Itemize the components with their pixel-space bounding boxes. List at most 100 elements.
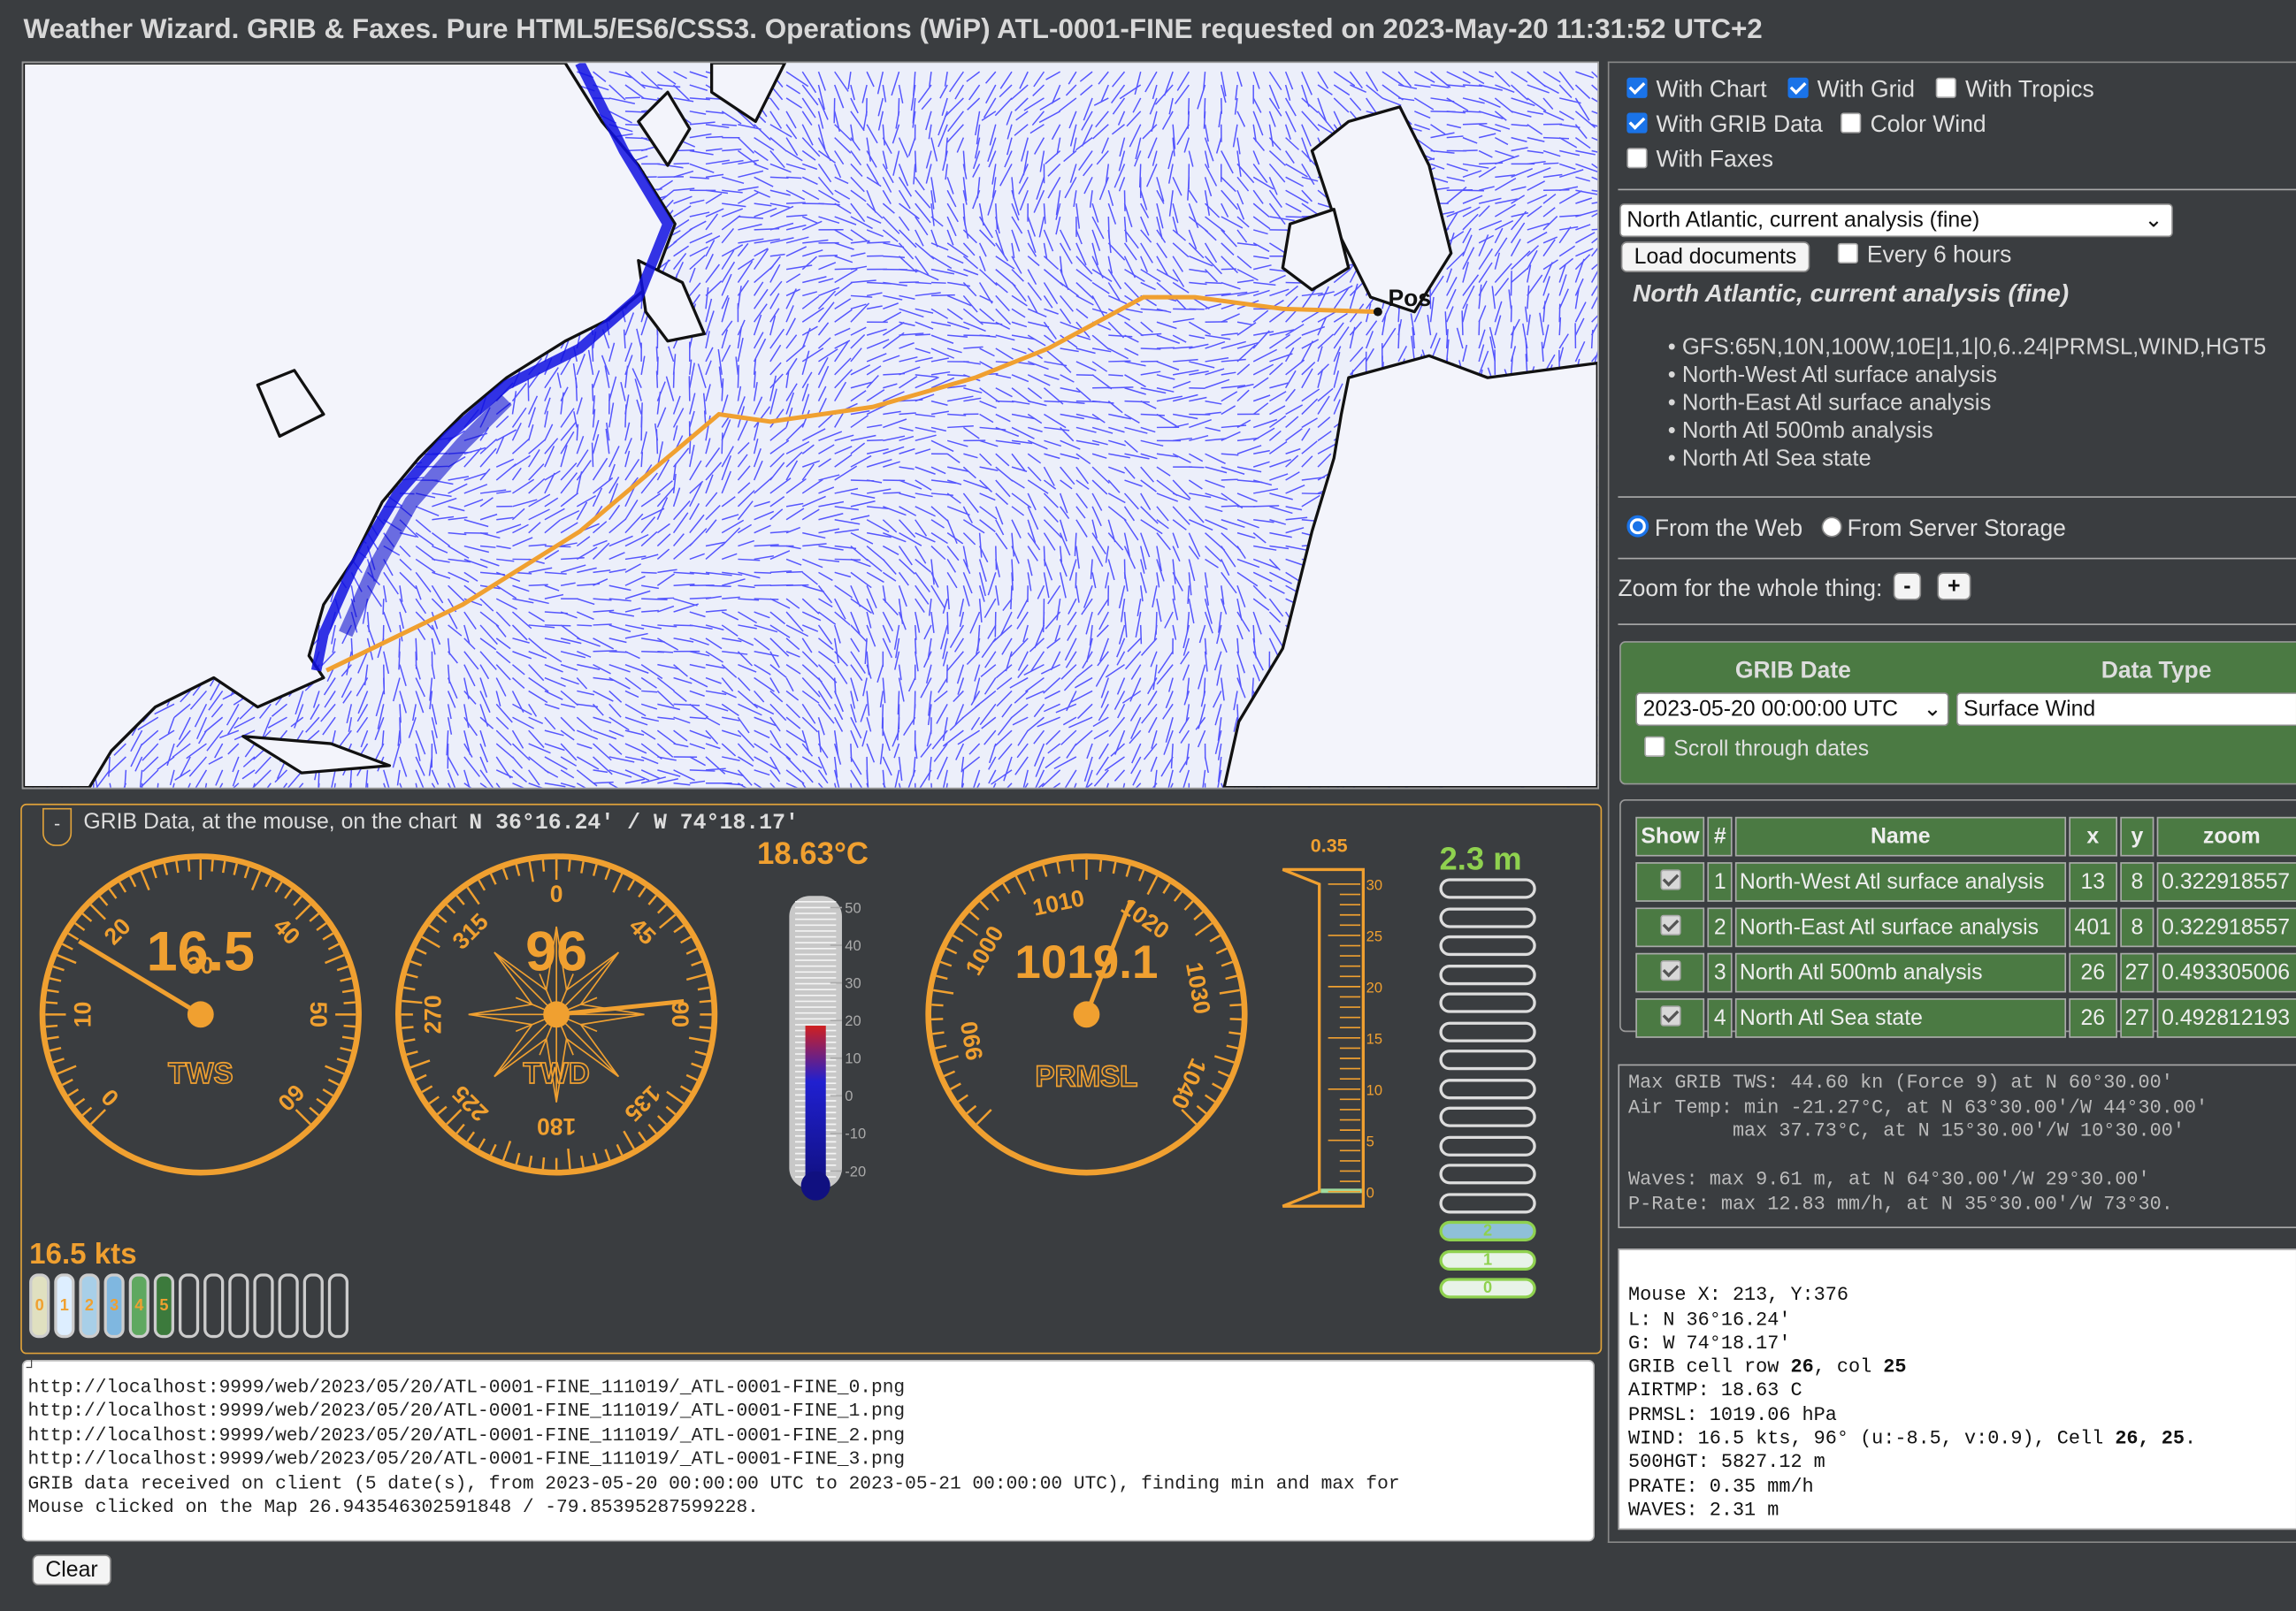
- position-label: Pos: [1389, 285, 1432, 311]
- x-cell: 401: [2069, 907, 2117, 948]
- color-wind-option[interactable]: Color Wind: [1841, 112, 1986, 138]
- x-cell: 26: [2069, 998, 2117, 1038]
- x-cell: 26: [2069, 952, 2117, 993]
- document-items: • GFS:65N,10N,100W,10E|1,1|0,6..24|PRMSL…: [1668, 333, 2266, 472]
- with-tropics-option[interactable]: With Tropics: [1935, 77, 2094, 103]
- show-cell[interactable]: [1635, 907, 1705, 948]
- zoom-out-button[interactable]: -: [1893, 572, 1922, 600]
- beaufort-level: [253, 1273, 274, 1339]
- table-row: 1 North-West Atl surface analysis 13 8 0.322…: [1635, 862, 2296, 902]
- tws-gauge: 30 20 40 10 50 0 60 16.5 TWS: [39, 853, 362, 1176]
- with-chart-option[interactable]: With Chart: [1626, 77, 1767, 103]
- mouse-prate: PRATE: 0.35 mm/h: [1628, 1475, 1814, 1498]
- index-cell: 1: [1707, 862, 1733, 902]
- scroll-dates-option[interactable]: Scroll through dates: [1644, 736, 1869, 761]
- with-grib-checkbox[interactable]: [1626, 112, 1648, 134]
- twd-value: 96: [525, 921, 587, 983]
- show-checkbox[interactable]: [1659, 960, 1681, 981]
- with-faxes-checkbox[interactable]: [1626, 148, 1648, 169]
- table-row: 2 North-East Atl surface analysis 401 8 0.32…: [1635, 907, 2296, 948]
- beaufort-level-3: 3: [103, 1273, 125, 1339]
- waves-level-0: 0: [1439, 1278, 1536, 1299]
- document-item: • North Atl 500mb analysis: [1667, 418, 1933, 444]
- faxes-table-box: Show # Name x y zoom 1 North-West Atl surface a…: [1619, 798, 2296, 1038]
- grib-date-header: GRIB Date: [1734, 659, 1851, 684]
- twd-gauge: 0 45 90 135 180 225 270 315 96 TWD: [395, 853, 718, 1176]
- zoom-label: Zoom for the whole thing:: [1618, 576, 1883, 602]
- show-checkbox[interactable]: [1659, 1005, 1681, 1027]
- beaufort-level: [203, 1273, 225, 1339]
- wind-chart: Pos: [23, 63, 1598, 788]
- with-tropics-checkbox[interactable]: [1935, 77, 1957, 98]
- every-6-hours-checkbox[interactable]: [1837, 242, 1858, 264]
- waves-level: [1439, 992, 1536, 1013]
- name-cell: North Atl Sea state: [1734, 998, 2066, 1038]
- from-web-radio[interactable]: From the Web: [1626, 515, 1802, 542]
- mouse-airtmp: AIRTMP: 18.63 C: [1628, 1379, 1802, 1402]
- with-faxes-option[interactable]: With Faxes: [1626, 148, 1773, 172]
- mouse-waves: WAVES: 2.31 m: [1628, 1499, 1779, 1522]
- mouse-info-box: Mouse X: 213, Y:376 L: N 36°16.24' G: W 74…: [1618, 1248, 2296, 1531]
- grib-caption: GRIB Data, at the mouse, on the chart: [83, 809, 457, 835]
- load-documents-button[interactable]: Load documents: [1620, 241, 1810, 272]
- document-item: • North-West Atl surface analysis: [1667, 363, 1997, 388]
- color-wind-checkbox[interactable]: [1841, 112, 1862, 134]
- prmsl-value: 1019.1: [1014, 936, 1158, 989]
- zoom-cell: 0.322918557: [2157, 907, 2296, 948]
- from-storage-radio[interactable]: From Server Storage: [1820, 516, 2066, 542]
- column-header: x: [2069, 816, 2117, 857]
- waves-level: [1439, 1078, 1536, 1099]
- document-select[interactable]: North Atlantic, current analysis (fine) ⌄: [1619, 203, 2173, 238]
- with-grib-option[interactable]: With GRIB Data: [1626, 112, 1823, 138]
- document-item: • GFS:65N,10N,100W,10E|1,1|0,6..24|PRMSL…: [1667, 335, 2267, 361]
- stats-line: Max GRIB TWS: 44.60 kn (Force 9) at N 60…: [1628, 1071, 2173, 1094]
- stats-line: Waves: max 9.61 m, at N 64°30.00'/W 29°3…: [1628, 1168, 2150, 1191]
- show-cell[interactable]: [1635, 862, 1705, 902]
- rain-value: 0.35: [1310, 834, 1348, 857]
- clear-button[interactable]: Clear: [32, 1554, 111, 1586]
- column-header: #: [1707, 816, 1733, 857]
- collapse-button[interactable]: -: [42, 807, 73, 846]
- waves-levels: 2 1 0: [1439, 878, 1542, 1306]
- index-cell: 2: [1707, 907, 1733, 948]
- with-grid-option[interactable]: With Grid: [1787, 77, 1915, 103]
- mouse-prmsl: PRMSL: 1019.06 hPa: [1628, 1403, 1837, 1426]
- show-cell[interactable]: [1635, 998, 1705, 1038]
- document-item: • North-East Atl surface analysis: [1667, 391, 1992, 416]
- route-line: [325, 294, 1378, 673]
- show-checkbox[interactable]: [1659, 914, 1681, 935]
- name-cell: North-East Atl surface analysis: [1734, 907, 2066, 948]
- waves-value: 2.3 m: [1439, 840, 1522, 877]
- table-header-row: Show # Name x y zoom: [1635, 816, 2296, 857]
- chart-canvas[interactable]: Pos: [21, 61, 1599, 790]
- waves-level: [1439, 906, 1536, 928]
- grib-selection-box: GRIB Date Data Type 2023-05-20 00:00:00 …: [1619, 641, 2296, 785]
- waves-level: [1439, 1106, 1536, 1127]
- zoom-in-button[interactable]: +: [1937, 572, 1971, 600]
- prmsl-gauge: 1010 1020 1000 1030 990 1040 1019.1 PRMS…: [925, 853, 1248, 1176]
- waves-level: [1439, 1164, 1536, 1185]
- show-cell[interactable]: [1635, 952, 1705, 993]
- log-line: http://localhost:9999/web/2023/05/20/ATL…: [27, 1376, 906, 1399]
- data-type-select[interactable]: Surface Wind: [1955, 692, 2296, 727]
- log-line: http://localhost:9999/web/2023/05/20/ATL…: [27, 1400, 906, 1423]
- with-grid-checkbox[interactable]: [1787, 77, 1809, 98]
- show-checkbox[interactable]: [1659, 869, 1681, 890]
- page-title: Weather Wizard. GRIB & Faxes. Pure HTML5…: [23, 14, 1763, 46]
- with-chart-checkbox[interactable]: [1626, 77, 1648, 98]
- position-marker: [1373, 307, 1382, 317]
- grib-date-select[interactable]: 2023-05-20 00:00:00 UTC ⌄: [1635, 692, 1949, 727]
- prmsl-label: PRMSL: [1036, 1060, 1138, 1093]
- tws-value: 16.5: [147, 921, 255, 983]
- zoom-cell: 0.492812193: [2157, 998, 2296, 1038]
- every-6-hours-option[interactable]: Every 6 hours: [1837, 242, 2011, 270]
- mouse-wind: WIND: 16.5 kts, 96° (u:-8.5, v:0.9), Cel…: [1628, 1427, 2197, 1450]
- stats-box: Max GRIB TWS: 44.60 kn (Force 9) at N 60…: [1618, 1064, 2296, 1229]
- waves-level: [1439, 1134, 1536, 1157]
- scroll-dates-checkbox[interactable]: [1644, 736, 1665, 757]
- log-line: Mouse clicked on the Map 26.943546302591…: [27, 1496, 759, 1518]
- stats-line: [1628, 1144, 2296, 1168]
- index-cell: 4: [1707, 998, 1733, 1038]
- control-panel: With Chart With Grid With Tropics With G…: [1607, 61, 2296, 1544]
